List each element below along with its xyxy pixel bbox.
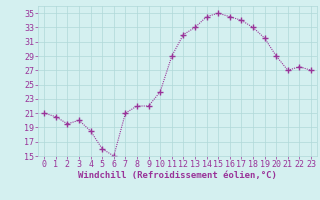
X-axis label: Windchill (Refroidissement éolien,°C): Windchill (Refroidissement éolien,°C) [78, 171, 277, 180]
